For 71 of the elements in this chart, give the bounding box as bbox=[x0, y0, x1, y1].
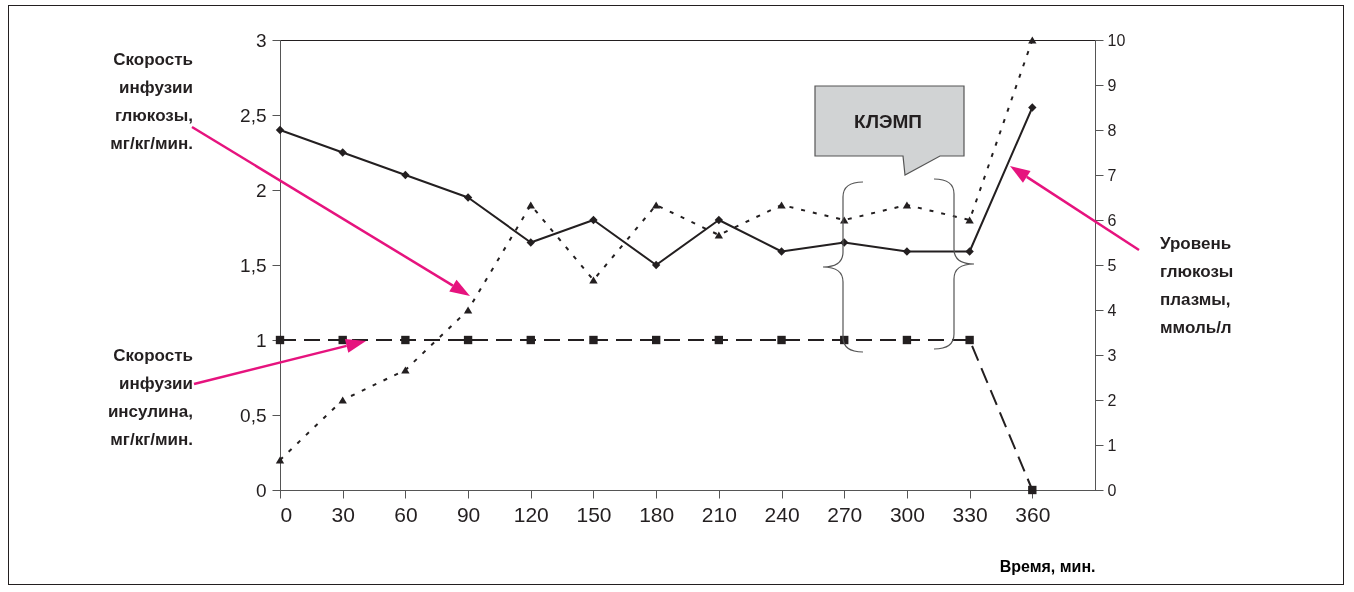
point bbox=[965, 335, 974, 345]
point bbox=[651, 335, 661, 345]
point bbox=[1028, 36, 1037, 44]
y2-tick-label: 7 bbox=[1107, 166, 1117, 184]
x-tick-label: 150 bbox=[576, 502, 612, 526]
y2-tick-label: 2 bbox=[1107, 391, 1117, 409]
point bbox=[651, 260, 661, 270]
point bbox=[651, 201, 661, 209]
y2-tick-label: 8 bbox=[1107, 121, 1117, 139]
x-tick-label: 360 bbox=[1015, 502, 1051, 526]
y2-tick-label: 6 bbox=[1107, 211, 1117, 229]
y2-tick-label: 3 bbox=[1107, 346, 1117, 364]
x-tick-label: 60 bbox=[394, 502, 418, 526]
point bbox=[589, 335, 598, 345]
y2-tick-label: 1 bbox=[1107, 436, 1117, 454]
text: Скорость инфузии глюкозы, мг/кг/мин. bbox=[109, 49, 193, 155]
x-axis-title: Время, мин. bbox=[999, 557, 1096, 575]
point bbox=[526, 238, 535, 247]
y-tick-label: 0 bbox=[255, 479, 267, 501]
y-tick-label: 3 bbox=[255, 29, 267, 51]
point bbox=[902, 201, 912, 209]
point bbox=[965, 247, 974, 256]
x-tick-label: 210 bbox=[701, 502, 737, 526]
y2-tick-label: 9 bbox=[1107, 76, 1117, 94]
y2-tick-label: 4 bbox=[1107, 301, 1117, 319]
point bbox=[338, 148, 347, 157]
x-tick-label: 120 bbox=[513, 502, 549, 526]
x-tick-label: 30 bbox=[331, 502, 355, 526]
x-tick-label: 270 bbox=[827, 502, 863, 526]
y2-tick-label: 5 bbox=[1107, 256, 1117, 274]
x-tick-label: 300 bbox=[889, 502, 925, 526]
point bbox=[1028, 485, 1037, 495]
y-tick-label: 1,5 bbox=[240, 254, 267, 276]
point bbox=[777, 335, 786, 345]
point bbox=[275, 456, 285, 464]
x-tick-label: 330 bbox=[952, 502, 988, 526]
point bbox=[589, 276, 598, 284]
point bbox=[526, 335, 535, 345]
point bbox=[526, 201, 535, 209]
annotation: КЛЭМП bbox=[854, 111, 922, 132]
text: Уровень глюкозы плазмы, ммоль/л bbox=[1160, 233, 1235, 339]
point bbox=[401, 335, 410, 345]
point bbox=[401, 366, 410, 374]
text: Скорость инфузии инсулина, мг/кг/мин. bbox=[106, 345, 193, 451]
x-tick-label: 240 bbox=[764, 502, 800, 526]
point bbox=[902, 335, 912, 345]
point bbox=[777, 201, 786, 209]
y-tick-label: 0,5 bbox=[240, 404, 267, 426]
point bbox=[1028, 103, 1037, 112]
point bbox=[714, 215, 724, 225]
point bbox=[338, 396, 347, 404]
point bbox=[275, 125, 285, 135]
y2-tick-label: 0 bbox=[1107, 481, 1117, 499]
point bbox=[463, 306, 473, 314]
point bbox=[965, 216, 974, 224]
x-tick-label: 0 bbox=[280, 502, 293, 526]
y-tick-label: 1 bbox=[255, 329, 267, 351]
x-tick-label: 90 bbox=[456, 502, 481, 526]
x-tick-label: 180 bbox=[639, 502, 675, 526]
point bbox=[777, 247, 786, 256]
point bbox=[714, 231, 724, 239]
point bbox=[902, 247, 912, 256]
point bbox=[401, 170, 410, 180]
point bbox=[275, 335, 285, 345]
point bbox=[463, 335, 473, 345]
point bbox=[463, 193, 473, 202]
point bbox=[589, 215, 598, 225]
y-tick-label: 2 bbox=[255, 179, 267, 201]
y2-tick-label: 10 bbox=[1107, 31, 1126, 49]
point bbox=[714, 335, 724, 345]
y-tick-label: 2,5 bbox=[240, 104, 267, 126]
